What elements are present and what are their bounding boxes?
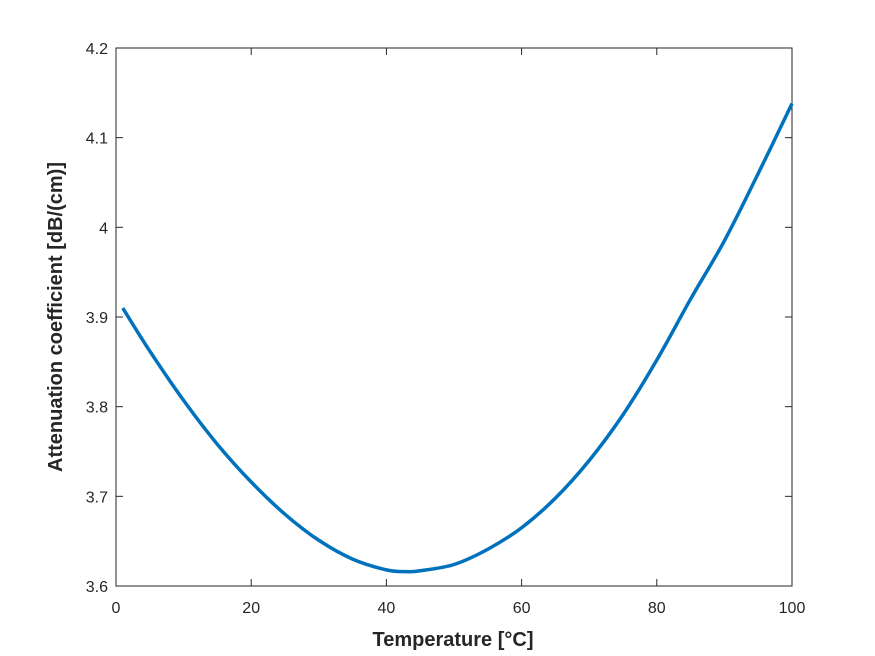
x-tick-label: 40 bbox=[378, 600, 396, 617]
y-tick-label: 3.9 bbox=[86, 310, 108, 327]
x-tick-label: 20 bbox=[242, 600, 260, 617]
series-line bbox=[121, 102, 794, 574]
plot-area bbox=[115, 47, 794, 587]
y-axis: 3.6 3.7 3.8 3.9 4 4.1 4.2 bbox=[86, 41, 792, 596]
y-tick-label: 3.8 bbox=[86, 400, 108, 417]
x-tick-label: 100 bbox=[779, 600, 806, 617]
y-tick-label: 3.6 bbox=[86, 579, 108, 596]
axes-box bbox=[115, 47, 793, 587]
y-tick-label: 4.1 bbox=[86, 131, 108, 148]
x-tick-label: 60 bbox=[513, 600, 531, 617]
y-tick-label: 4.2 bbox=[86, 41, 108, 58]
x-axis-label: Temperature [°C] bbox=[373, 629, 534, 651]
x-tick-label: 80 bbox=[648, 600, 666, 617]
x-tick-label: 0 bbox=[112, 600, 121, 617]
y-tick-label: 4 bbox=[99, 220, 108, 237]
x-axis: 0 20 40 60 80 100 bbox=[112, 48, 806, 617]
y-axis-label: Attenuation coefficient [dB/(cm)] bbox=[45, 162, 67, 472]
y-tick-label: 3.7 bbox=[86, 489, 108, 506]
